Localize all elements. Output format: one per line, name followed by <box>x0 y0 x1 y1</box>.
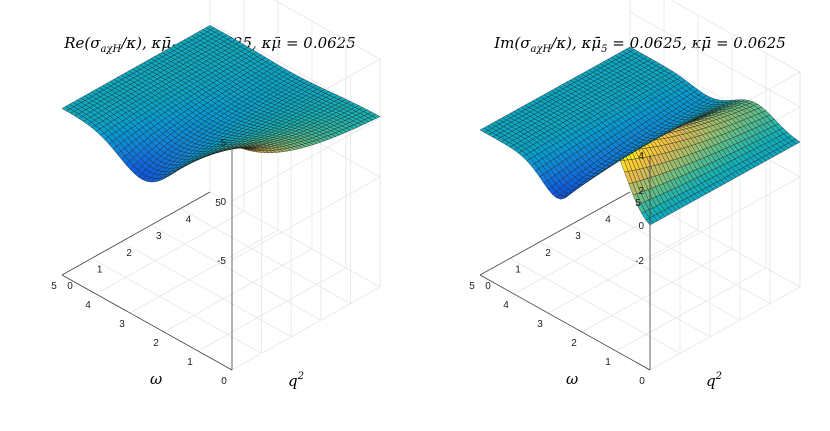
floor-grid-line <box>599 208 771 304</box>
title-fn: Re <box>63 34 84 52</box>
floor-grid-line <box>615 267 767 352</box>
floor-grid-line <box>569 224 741 321</box>
y-tick-label: 3 <box>575 231 581 242</box>
z-tick-label: 5 <box>220 138 226 149</box>
title-arg: (σ <box>84 34 101 52</box>
surface-patch <box>61 106 71 112</box>
floor-grid-line <box>163 248 313 333</box>
surface-patch <box>479 127 489 133</box>
x-tick-label: 0 <box>639 376 645 387</box>
x-tick-label: 2 <box>153 338 159 349</box>
x-tick-label: 1 <box>605 357 611 368</box>
title-sub5: 5 <box>601 44 607 55</box>
z-tick-label: 2 <box>638 186 644 197</box>
title-fn: Im <box>493 34 514 52</box>
y-tick-label: 4 <box>186 215 192 226</box>
x-axis-line <box>61 274 233 371</box>
y-tick-label: 0 <box>485 281 491 292</box>
y-label-base: q <box>288 372 298 390</box>
surface-im <box>479 46 801 226</box>
y-tick-label: 1 <box>515 264 521 275</box>
z-tick-label: -5 <box>217 256 226 267</box>
floor-grid-line <box>539 241 711 338</box>
floor-grid-line <box>91 258 262 354</box>
y-tick-label: 0 <box>67 281 73 292</box>
floor-grid-line <box>547 229 699 314</box>
y-tick-label: 5 <box>215 198 221 209</box>
floor-grid-line <box>197 267 347 352</box>
floor-grid-line <box>209 191 381 288</box>
y-label-base: q <box>706 372 716 390</box>
plot-panel-im: Im(σaχH/κ), κμ̄5 = 0.0625, κμ̄ = 0.0625 … <box>469 0 801 390</box>
x-axis-line <box>479 274 651 371</box>
floor-grid-line <box>150 224 321 321</box>
floor-grid-line <box>649 286 801 371</box>
floor-grid-line <box>95 210 245 295</box>
x-tick-label: 3 <box>119 319 125 330</box>
y-label-exp: 2 <box>715 371 722 382</box>
floor-grid-line <box>121 241 292 338</box>
x-tick-label: 3 <box>537 319 543 330</box>
title-sub: aχH <box>530 44 551 55</box>
title-values: = 0.0625, κμ̄ = 0.0625 <box>607 34 785 52</box>
x-tick-label: 0 <box>221 376 227 387</box>
y-tick-label: 2 <box>126 248 132 259</box>
floor-grid-line <box>231 286 381 371</box>
y-tick-label: 4 <box>605 215 611 226</box>
y-axis-line <box>479 191 631 276</box>
surface-re <box>61 25 381 183</box>
x-tick-label: 5 <box>51 281 57 292</box>
y-tick-label: 5 <box>635 198 641 209</box>
x-axis-label-im: ω <box>566 370 578 388</box>
x-axis-label-re: ω <box>150 370 162 388</box>
x-tick-label: 4 <box>85 300 91 311</box>
x-tick-label: 5 <box>469 281 475 292</box>
y-tick-label: 2 <box>545 248 551 259</box>
z-tick-label: 0 <box>638 221 644 232</box>
x-tick-label: 2 <box>571 338 577 349</box>
y-label-exp: 2 <box>297 371 304 382</box>
title-rest: /κ), κμ̄ <box>119 34 171 52</box>
floor-grid-line <box>129 229 279 314</box>
z-tick-label: -2 <box>635 256 644 267</box>
z-tick-label: 4 <box>638 151 644 162</box>
floor-grid-line <box>513 210 665 295</box>
y-axis-line <box>61 191 211 276</box>
plot-panel-re: Re(σaχH/κ), κμ̄5 = 0.0625, κμ̄ = 0.0625 … <box>51 0 381 390</box>
floor-grid-line <box>581 248 733 333</box>
title-rest: /κ), κμ̄ <box>549 34 601 52</box>
title-sub: aχH <box>100 44 121 55</box>
y-tick-label: 3 <box>156 231 162 242</box>
floor-grid-line <box>180 208 351 304</box>
title-arg: (σ <box>514 34 531 52</box>
z-tick-label: 0 <box>220 197 226 208</box>
x-tick-label: 4 <box>503 300 509 311</box>
y-axis-label-im: q2 <box>706 371 722 390</box>
plot-title-im: Im(σaχH/κ), κμ̄5 = 0.0625, κμ̄ = 0.0625 <box>493 34 786 55</box>
wall-grid-line <box>209 22 381 202</box>
x-tick-label: 1 <box>187 357 193 368</box>
floor-grid-line <box>509 258 681 354</box>
y-tick-label: 1 <box>97 264 103 275</box>
y-axis-label-re: q2 <box>288 371 304 390</box>
